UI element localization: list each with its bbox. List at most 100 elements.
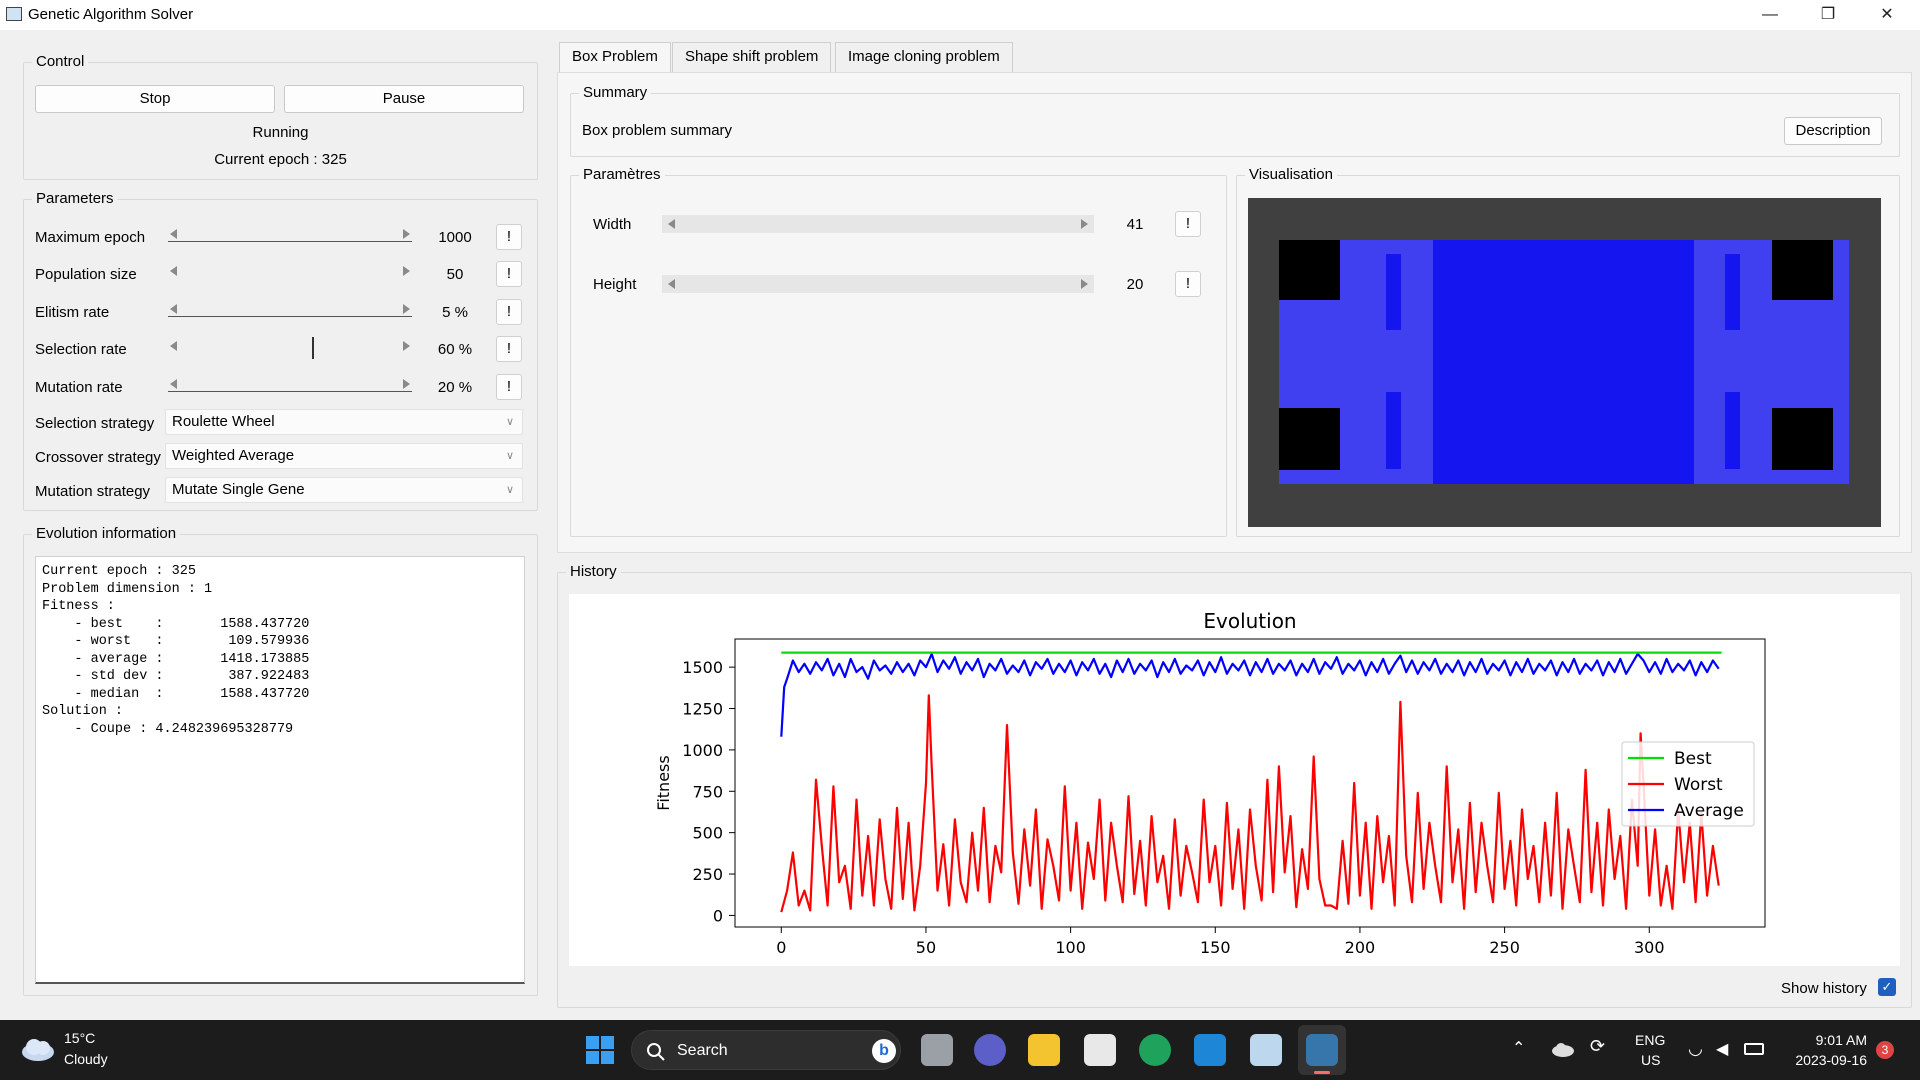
maximum-epoch-reset-button[interactable]: ! <box>496 224 522 250</box>
mutation-strategy-select[interactable]: Mutate Single Gene ∨ <box>165 477 523 503</box>
teams-icon[interactable] <box>974 1034 1006 1066</box>
tab-box-problem[interactable]: Box Problem <box>559 42 671 73</box>
series-line-worst <box>780 694 1720 913</box>
chevron-down-icon: ∨ <box>505 484 514 496</box>
visualisation-title: Visualisation <box>1245 166 1337 183</box>
show-history-checkbox[interactable]: ✓ <box>1878 978 1896 996</box>
vscode-icon[interactable] <box>1194 1034 1226 1066</box>
wifi-icon[interactable]: ◡ <box>1688 1039 1703 1058</box>
pause-button[interactable]: Pause <box>284 85 524 113</box>
width-slider[interactable] <box>662 215 1094 233</box>
width-reset-button[interactable]: ! <box>1175 211 1201 237</box>
arrow-left-icon[interactable] <box>170 341 177 351</box>
onedrive-icon[interactable] <box>1551 1040 1575 1058</box>
box-corner-top-left <box>1279 240 1340 300</box>
chevron-up-icon[interactable]: ⌃ <box>1512 1040 1526 1057</box>
arrow-left-icon[interactable] <box>668 279 675 289</box>
notification-badge[interactable]: 3 <box>1876 1041 1894 1059</box>
evolution-title: Evolution information <box>32 525 181 542</box>
mutation-rate-reset-button[interactable]: ! <box>496 374 522 400</box>
evolution-line: Solution : <box>42 704 124 719</box>
slider-thumb[interactable] <box>312 337 314 359</box>
arrow-left-icon[interactable] <box>170 304 177 314</box>
elitism-rate-reset-button[interactable]: ! <box>496 299 522 325</box>
evolution-line: - best : 1588.437720 <box>42 616 310 632</box>
chart-app-icon[interactable] <box>1250 1034 1282 1066</box>
box-slot <box>1386 254 1401 330</box>
summary-text: Box problem summary <box>582 122 733 139</box>
tab-shape-shift[interactable]: Shape shift problem <box>672 42 832 72</box>
arrow-left-icon[interactable] <box>170 379 177 389</box>
region-label[interactable]: US <box>1641 1052 1661 1068</box>
slider-track <box>168 316 412 317</box>
taskbar-search[interactable]: Search b <box>631 1030 901 1070</box>
elitism-rate-value: 5 % <box>442 304 468 321</box>
python-icon <box>1306 1034 1338 1066</box>
y-tick-label: 750 <box>692 782 723 801</box>
arrow-left-icon[interactable] <box>668 219 675 229</box>
store-icon[interactable] <box>1084 1034 1116 1066</box>
x-axis-label: Epoch <box>1226 964 1275 966</box>
selection-rate-reset-button[interactable]: ! <box>496 336 522 362</box>
arrow-right-icon[interactable] <box>403 379 410 389</box>
evolution-text[interactable]: Current epoch : 325 Problem dimension : 1… <box>35 556 525 984</box>
tab-image-cloning[interactable]: Image cloning problem <box>835 42 1013 72</box>
evolution-line: - average : 1418.173885 <box>42 651 310 667</box>
evolution-chart: Evolution 0 50 100 150 200 250 300 0 250 500 750 100… <box>569 594 1900 966</box>
slider-track <box>168 241 412 242</box>
y-tick-label: 1500 <box>682 658 723 677</box>
x-tick-label: 50 <box>916 938 936 957</box>
task-view-icon[interactable] <box>921 1034 953 1066</box>
summary-group: Summary <box>570 84 1900 157</box>
control-title: Control <box>32 53 89 70</box>
arrow-left-icon[interactable] <box>170 229 177 239</box>
elitism-rate-slider[interactable] <box>168 304 412 318</box>
population-size-slider[interactable] <box>168 266 412 280</box>
arrow-right-icon[interactable] <box>403 341 410 351</box>
height-reset-button[interactable]: ! <box>1175 271 1201 297</box>
clock-time[interactable]: 9:01 AM <box>1815 1032 1867 1048</box>
clock-date[interactable]: 2023-09-16 <box>1795 1052 1867 1068</box>
restore-button[interactable]: ❐ <box>1820 6 1836 23</box>
minimize-button[interactable]: — <box>1762 6 1778 23</box>
edge-icon[interactable] <box>1139 1034 1171 1066</box>
sync-icon[interactable]: ⟳ <box>1590 1036 1606 1056</box>
file-explorer-icon[interactable] <box>1028 1034 1060 1066</box>
evolution-line: - median : 1588.437720 <box>42 686 310 702</box>
python-app-task[interactable] <box>1298 1025 1346 1075</box>
evolution-line: Current epoch : 325 <box>42 564 196 579</box>
mutation-rate-slider[interactable] <box>168 379 412 393</box>
crossover-strategy-select[interactable]: Weighted Average ∨ <box>165 443 523 469</box>
legend-label-best: Best <box>1674 749 1712 769</box>
arrow-left-icon[interactable] <box>170 266 177 276</box>
arrow-right-icon[interactable] <box>1081 279 1088 289</box>
maximum-epoch-slider[interactable] <box>168 229 412 243</box>
summary-title: Summary <box>579 84 652 101</box>
app-icon <box>6 7 22 21</box>
evolution-line: Fitness : <box>42 599 115 614</box>
maximum-epoch-value: 1000 <box>438 229 472 246</box>
start-button[interactable] <box>585 1035 615 1065</box>
mutation-rate-label: Mutation rate <box>35 379 123 396</box>
description-button[interactable]: Description <box>1784 117 1882 145</box>
arrow-right-icon[interactable] <box>403 229 410 239</box>
volume-icon[interactable]: ◀ <box>1716 1041 1729 1058</box>
box-slot <box>1386 392 1401 469</box>
selection-strategy-select[interactable]: Roulette Wheel ∨ <box>165 409 523 435</box>
height-slider[interactable] <box>662 275 1094 293</box>
mutation-strategy-value: Mutate Single Gene <box>172 481 305 498</box>
y-tick-label: 1250 <box>682 700 723 719</box>
parameters-group: Parameters <box>23 190 538 511</box>
close-button[interactable]: ✕ <box>1880 6 1894 23</box>
arrow-right-icon[interactable] <box>403 266 410 276</box>
selection-rate-slider[interactable] <box>168 337 412 359</box>
selection-rate-label: Selection rate <box>35 341 127 358</box>
battery-icon[interactable] <box>1744 1043 1764 1055</box>
arrow-right-icon[interactable] <box>403 304 410 314</box>
arrow-right-icon[interactable] <box>1081 219 1088 229</box>
stop-button[interactable]: Stop <box>35 85 275 113</box>
plot-frame <box>734 638 1766 928</box>
language-label[interactable]: ENG <box>1635 1032 1666 1048</box>
box-slot <box>1725 254 1740 330</box>
population-size-reset-button[interactable]: ! <box>496 261 522 287</box>
